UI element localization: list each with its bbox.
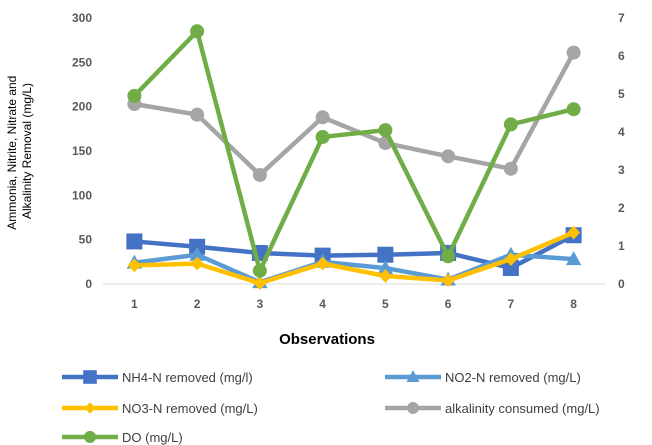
data-point xyxy=(377,259,394,274)
legend-marker xyxy=(407,402,419,414)
x-tick-label: 2 xyxy=(194,297,201,311)
data-point xyxy=(190,256,204,271)
y-axis-ticks: 0 50 100 150 200 250 300 xyxy=(72,11,92,291)
legend-label: DO (mg/L) xyxy=(122,430,183,445)
legend-item: DO (mg/L) xyxy=(62,430,183,445)
y2-tick-label: 4 xyxy=(618,125,625,139)
y-axis-label-line-2: Alkalinity Removal (mg/L) xyxy=(20,83,34,219)
data-point xyxy=(566,102,581,117)
x-tick-label: 4 xyxy=(319,297,326,311)
y-axis-label: Ammonia, Nitrite, Nitrate and Alkalinity… xyxy=(5,72,34,229)
x-tick-label: 1 xyxy=(131,297,138,311)
legend-label: NH4-N removed (mg/l) xyxy=(122,370,253,385)
y-tick-label: 200 xyxy=(72,100,92,114)
legend-marker xyxy=(84,431,96,443)
data-point xyxy=(441,273,455,288)
y2-tick-label: 1 xyxy=(618,239,625,253)
legend-label: NO2-N removed (mg/L) xyxy=(445,370,581,385)
data-point xyxy=(378,269,392,283)
data-point xyxy=(190,24,205,39)
y2-tick-label: 3 xyxy=(618,163,625,177)
data-point xyxy=(441,149,456,164)
series-layer xyxy=(126,24,582,290)
y-tick-label: 100 xyxy=(72,188,92,202)
legend: NH4-N removed (mg/l) NO2-N removed (mg/L)… xyxy=(62,370,600,445)
y-tick-label: 50 xyxy=(79,233,93,247)
x-tick-label: 6 xyxy=(445,297,452,311)
series-4 xyxy=(127,45,581,182)
series-line xyxy=(134,252,574,285)
data-point xyxy=(502,260,519,277)
data-point xyxy=(253,276,267,290)
y2-tick-label: 0 xyxy=(618,277,625,291)
series-line xyxy=(134,233,575,271)
y-tick-label: 0 xyxy=(85,277,92,291)
data-point xyxy=(126,233,143,250)
y-tick-label: 250 xyxy=(72,55,92,69)
data-point xyxy=(315,129,330,144)
legend-marker xyxy=(84,402,96,414)
data-point xyxy=(566,45,581,60)
series-5 xyxy=(127,24,581,278)
legend-item: NO2-N removed (mg/L) xyxy=(385,370,581,385)
x-tick-label: 5 xyxy=(382,297,389,311)
series-line xyxy=(132,29,575,273)
legend-item: NO3-N removed (mg/L) xyxy=(62,401,258,416)
x-axis: 1 2 3 4 5 6 7 8 xyxy=(103,283,605,311)
y2-tick-label: 7 xyxy=(618,11,625,25)
legend-item: NH4-N removed (mg/l) xyxy=(62,370,253,385)
data-point xyxy=(252,167,267,182)
data-point xyxy=(252,263,267,278)
data-point xyxy=(567,225,581,240)
data-point xyxy=(377,246,394,263)
y2-tick-label: 2 xyxy=(618,201,625,215)
x-tick-label: 8 xyxy=(570,297,577,311)
data-point xyxy=(127,258,141,273)
data-point xyxy=(315,110,330,125)
y-axis-label-line-1: Ammonia, Nitrite, Nitrate and xyxy=(5,76,19,230)
x-axis-title: Observations xyxy=(279,331,375,348)
data-point xyxy=(565,251,582,266)
legend-marker xyxy=(83,370,97,384)
data-point xyxy=(441,249,456,264)
legend-label: alkalinity consumed (mg/L) xyxy=(445,401,600,416)
y2-tick-label: 6 xyxy=(618,49,625,63)
series-3 xyxy=(127,225,581,290)
legend-item: alkalinity consumed (mg/L) xyxy=(385,401,600,416)
data-point xyxy=(503,161,518,176)
y2-axis-ticks: 0 1 2 3 4 5 6 7 xyxy=(618,11,625,291)
x-tick-label: 3 xyxy=(257,297,264,311)
data-point xyxy=(378,123,393,138)
data-point xyxy=(316,256,330,271)
data-point xyxy=(189,246,205,261)
series-line xyxy=(134,230,575,286)
y-tick-label: 150 xyxy=(72,144,92,158)
y-tick-label: 300 xyxy=(72,11,92,25)
x-tick-label: 7 xyxy=(508,297,515,311)
data-point xyxy=(127,88,142,103)
legend-marker xyxy=(406,370,420,383)
data-point xyxy=(504,252,518,266)
legend-label: NO3-N removed (mg/L) xyxy=(122,401,258,416)
series-line xyxy=(133,51,576,178)
data-point xyxy=(190,107,205,122)
y2-tick-label: 5 xyxy=(618,87,625,101)
data-point xyxy=(503,117,518,132)
